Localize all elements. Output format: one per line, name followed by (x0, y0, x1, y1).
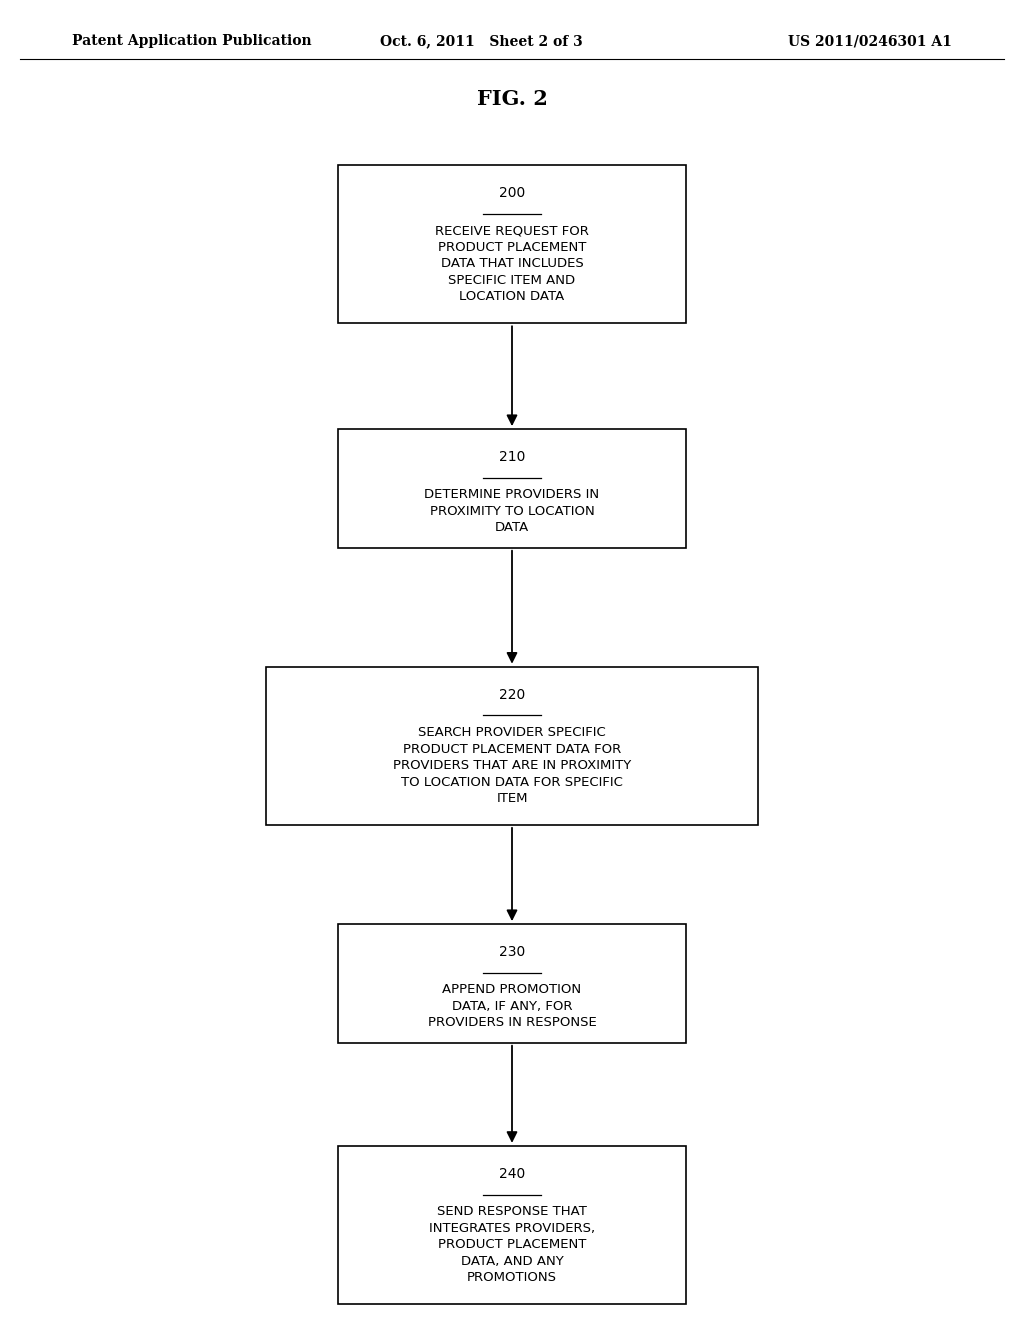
Text: RECEIVE REQUEST FOR
PRODUCT PLACEMENT
DATA THAT INCLUDES
SPECIFIC ITEM AND
LOCAT: RECEIVE REQUEST FOR PRODUCT PLACEMENT DA… (435, 224, 589, 304)
Bar (338, 1146, 686, 1304)
Text: APPEND PROMOTION
DATA, IF ANY, FOR
PROVIDERS IN RESPONSE: APPEND PROMOTION DATA, IF ANY, FOR PROVI… (428, 983, 596, 1030)
Bar (266, 667, 758, 825)
Text: US 2011/0246301 A1: US 2011/0246301 A1 (788, 34, 952, 49)
Text: Oct. 6, 2011   Sheet 2 of 3: Oct. 6, 2011 Sheet 2 of 3 (380, 34, 583, 49)
Text: 200: 200 (499, 186, 525, 201)
Text: 210: 210 (499, 450, 525, 465)
Text: FIG. 2: FIG. 2 (476, 88, 548, 110)
Bar (338, 165, 686, 323)
Text: SEARCH PROVIDER SPECIFIC
PRODUCT PLACEMENT DATA FOR
PROVIDERS THAT ARE IN PROXIM: SEARCH PROVIDER SPECIFIC PRODUCT PLACEME… (393, 726, 631, 805)
Text: SEND RESPONSE THAT
INTEGRATES PROVIDERS,
PRODUCT PLACEMENT
DATA, AND ANY
PROMOTI: SEND RESPONSE THAT INTEGRATES PROVIDERS,… (429, 1205, 595, 1284)
Text: 230: 230 (499, 945, 525, 960)
Text: DETERMINE PROVIDERS IN
PROXIMITY TO LOCATION
DATA: DETERMINE PROVIDERS IN PROXIMITY TO LOCA… (424, 488, 600, 535)
Bar (338, 429, 686, 548)
Text: 240: 240 (499, 1167, 525, 1181)
Text: 220: 220 (499, 688, 525, 702)
Text: Patent Application Publication: Patent Application Publication (72, 34, 311, 49)
Bar (338, 924, 686, 1043)
